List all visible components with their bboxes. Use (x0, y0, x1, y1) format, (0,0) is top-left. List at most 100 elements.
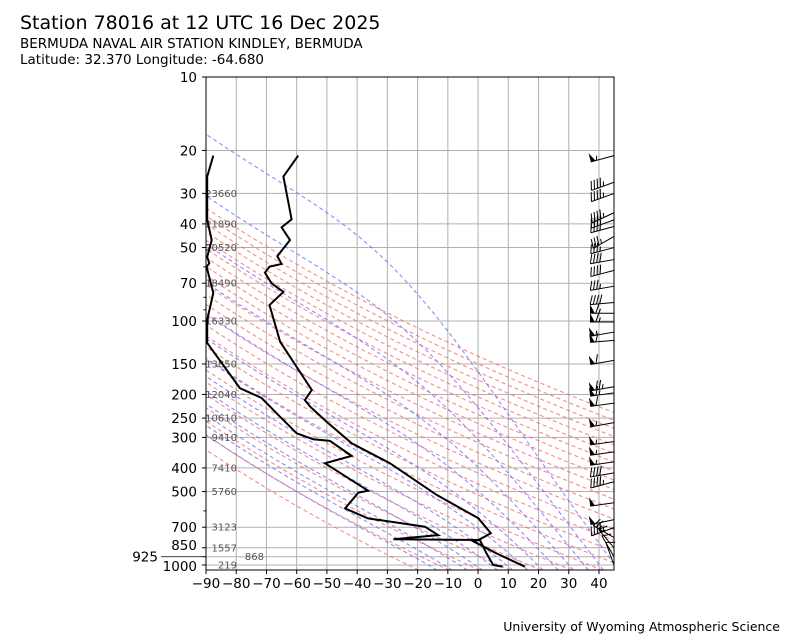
y-tick-label: 850 (171, 538, 197, 554)
height-label: 1557 (212, 543, 237, 554)
y-tick-label: 50 (180, 241, 197, 257)
y-tick-label: 200 (171, 387, 197, 403)
height-label: 20520 (205, 243, 237, 254)
wind-barb (588, 385, 615, 397)
dry-adiabat-line (206, 256, 614, 463)
wind-barb (589, 332, 615, 343)
barb-full (596, 221, 599, 232)
barb-full (595, 520, 604, 528)
height-label: 16330 (205, 317, 237, 328)
barb-staff (591, 219, 615, 229)
barb-staff (598, 529, 615, 549)
wind-barb (588, 446, 615, 456)
barb-half (595, 421, 598, 426)
credit-text: University of Wyoming Atmospheric Scienc… (503, 619, 780, 634)
barb-staff (592, 235, 615, 249)
barb-full (593, 222, 595, 232)
barb-full (598, 525, 608, 530)
x-tick-label: −60 (282, 576, 311, 592)
station-name: BERMUDA NAVAL AIR STATION KINDLEY, BERMU… (20, 36, 363, 52)
height-label: 18490 (205, 279, 237, 290)
wind-barb (590, 242, 615, 255)
y-tick-label: 10 (180, 70, 197, 86)
barb-staff (590, 285, 615, 291)
wind-barb (590, 304, 614, 314)
wind-barb (589, 279, 615, 291)
wind-barb (588, 456, 615, 466)
wind-barb (592, 518, 615, 539)
barb-flag (590, 304, 595, 314)
dry-adiabat-line (206, 381, 573, 570)
dry-adiabat-line (206, 369, 603, 570)
dry-adiabat-line (206, 207, 614, 414)
wind-barb (601, 533, 615, 557)
height-label: 7410 (212, 463, 237, 474)
moist-adiabat-line (206, 243, 589, 570)
chart-title: Station 78016 at 12 UTC 16 Dec 2025 (20, 12, 381, 34)
barb-full (599, 465, 602, 476)
barb-full (595, 380, 598, 391)
height-label: 3123 (212, 523, 237, 534)
barb-staff (590, 472, 615, 478)
barb-full (595, 385, 599, 396)
dry-adiabat-line (206, 434, 450, 570)
barb-staff (590, 226, 615, 234)
x-tick-label: −20 (403, 576, 432, 592)
dry-adiabat-line (206, 420, 481, 570)
barb-half (598, 525, 603, 530)
x-tick-label: −80 (222, 576, 251, 592)
y-tick-label: 300 (171, 430, 197, 446)
barb-full (592, 294, 596, 305)
barb-staff (591, 192, 615, 203)
y-tick-label: 700 (171, 520, 197, 536)
barb-full (596, 279, 599, 290)
barb-flag (588, 397, 595, 407)
wind-barb (589, 294, 615, 306)
moist-adiabat-line (206, 390, 499, 570)
barb-full (590, 244, 592, 254)
dry-adiabat-line (206, 303, 614, 510)
wind-barb (589, 465, 615, 478)
barb-full (599, 264, 602, 275)
y-tick-label: 500 (171, 485, 197, 501)
plot-frame (205, 76, 615, 571)
y-tick-label: 40 (180, 217, 197, 233)
barb-full (595, 312, 600, 323)
height-label: 13850 (205, 359, 237, 370)
wind-barb (588, 379, 615, 392)
moist-adiabat-line (206, 358, 529, 570)
x-tick-label: −50 (313, 576, 342, 592)
wind-barb (590, 264, 615, 278)
barb-half (601, 384, 604, 389)
adiabats (206, 133, 614, 570)
barb-full (593, 280, 596, 290)
x-tick-label: 20 (530, 576, 547, 592)
height-label: 219 (218, 561, 237, 572)
moist-adiabat-line (206, 133, 614, 565)
wind-barb (590, 188, 615, 203)
barb-half (598, 390, 601, 396)
height-label: 868 (245, 552, 264, 563)
barb-full (596, 242, 599, 253)
wind-barb (588, 327, 615, 337)
dry-adiabat-line (206, 313, 614, 520)
barb-flag (590, 313, 595, 323)
dry-adiabat-line (206, 335, 614, 541)
wind-barb (590, 476, 615, 489)
barb-full (590, 223, 592, 233)
barb-full (599, 252, 602, 263)
barb-half (600, 529, 606, 533)
dry-adiabat-line (206, 394, 542, 570)
x-tick-label: 0 (474, 576, 483, 592)
barb-full (596, 466, 599, 476)
x-tick-label: −30 (373, 576, 402, 592)
y-tick-label: 20 (180, 143, 197, 159)
barb-full (593, 243, 595, 253)
barb-staff (590, 481, 615, 489)
barb-half (595, 459, 598, 465)
barb-full (590, 213, 593, 223)
barb-full (595, 396, 599, 406)
moist-adiabat-line (206, 337, 544, 570)
moist-adiabat-line (206, 424, 453, 570)
